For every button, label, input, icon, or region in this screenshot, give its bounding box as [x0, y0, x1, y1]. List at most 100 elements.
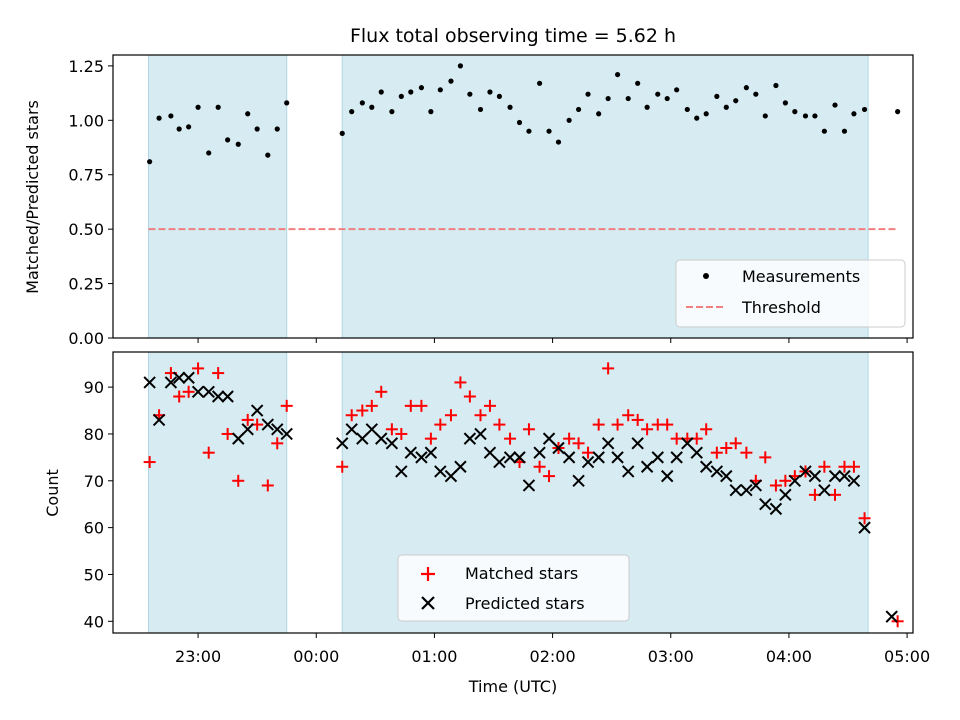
matched-star-point — [622, 409, 635, 422]
predicted-star-point — [202, 385, 215, 399]
bottom-panel: 40 50 60 70 80 90 23:00 00:00 01:00 02:00 03:00 04… — [43, 351, 930, 696]
matched-star-point — [522, 423, 535, 436]
measurement-point — [284, 100, 290, 106]
matched-star-point — [720, 442, 733, 455]
predicted-star-point — [271, 423, 284, 436]
measurement-point — [487, 89, 493, 95]
measurement-point — [195, 104, 201, 110]
matched-star-point — [483, 399, 496, 412]
predicted-star-point — [395, 465, 408, 478]
measurement-point — [733, 98, 739, 104]
matched-star-point — [261, 479, 274, 492]
predicted-star-point — [631, 437, 644, 450]
predicted-star-point — [503, 451, 517, 464]
measurement-point — [546, 128, 552, 134]
matched-star-point — [543, 470, 556, 483]
measurement-point — [536, 80, 543, 86]
x-axis-label: Time (UTC) — [468, 677, 557, 696]
measurement-points — [147, 63, 901, 165]
measurement-point — [753, 91, 759, 97]
bottom-legend-box — [397, 554, 630, 622]
matched-star-point — [182, 385, 195, 398]
measurement-point — [516, 119, 523, 126]
bottom-y-tick-label: 40 — [84, 612, 104, 631]
predicted-star-point — [434, 465, 447, 478]
measurement-point — [176, 126, 182, 132]
measurement-point — [225, 137, 231, 143]
matched-star-point — [202, 446, 215, 459]
predicted-star-point — [542, 432, 556, 445]
measurement-point — [526, 128, 532, 134]
measurement-point — [235, 141, 241, 147]
predicted-star-point — [611, 451, 624, 464]
measurement-point — [812, 113, 818, 119]
matched-star-point — [474, 409, 487, 422]
legend-measurements-marker — [703, 273, 709, 279]
matched-star-point — [221, 427, 234, 440]
predicted-star-point — [749, 479, 763, 492]
measurement-point — [496, 93, 503, 99]
top-axes-frame — [112, 54, 914, 339]
predicted-star-point — [847, 474, 861, 487]
predicted-star-point — [280, 427, 293, 441]
matched-star-point — [592, 418, 605, 431]
measurement-point — [664, 95, 670, 102]
measurement-point — [635, 80, 641, 86]
predicted-star-point — [463, 432, 477, 445]
matched-star-point — [143, 456, 156, 469]
measurement-point — [861, 106, 868, 113]
predicted-star-point — [788, 474, 802, 487]
predicted-star-point — [483, 446, 497, 459]
predicted-star-point — [164, 376, 178, 389]
matched-star-point — [463, 390, 476, 403]
predicted-star-point — [818, 483, 831, 497]
matched-star-point — [212, 367, 225, 380]
measurement-point — [265, 152, 271, 158]
measurement-point — [792, 109, 798, 115]
top-y-tick-label: 0.75 — [68, 166, 104, 185]
predicted-star-point — [241, 423, 254, 436]
measurement-point — [168, 113, 174, 119]
predicted-star-point — [562, 451, 576, 464]
measurement-point — [895, 109, 901, 115]
matched-star-point — [336, 460, 349, 473]
predicted-star-point — [356, 432, 369, 445]
measurement-point — [156, 115, 162, 121]
measurement-point — [389, 109, 395, 115]
predicted-star-point — [261, 418, 275, 431]
x-tick-label: 01:00 — [411, 647, 457, 666]
bottom-y-tick-label: 80 — [84, 425, 104, 444]
measurement-point — [369, 104, 375, 110]
bottom-y-axis-label: Count — [43, 469, 62, 517]
predicted-star-point — [493, 455, 506, 469]
top-y-ticks: 0.00 0.25 0.50 0.75 1.00 1.25 — [68, 57, 113, 348]
matched-star-point — [759, 451, 772, 464]
matched-star-point — [444, 409, 457, 422]
matched-star-point — [241, 413, 254, 426]
predicted-star-point — [375, 432, 388, 445]
predicted-star-point — [661, 469, 674, 483]
measurement-point — [349, 109, 355, 115]
measurement-point — [596, 111, 602, 117]
predicted-star-point — [681, 437, 694, 450]
matched-star-point — [173, 390, 186, 403]
measurement-point — [457, 63, 464, 69]
bottom-y-tick-label: 90 — [84, 378, 104, 397]
top-x-ticks — [197, 338, 908, 343]
measurement-point — [832, 102, 838, 108]
matched-star-point — [365, 399, 378, 412]
measurement-point — [147, 159, 153, 165]
measurement-point — [625, 95, 631, 102]
measurement-point — [448, 78, 454, 84]
predicted-star-point — [720, 469, 733, 483]
x-tick-label: 23:00 — [175, 647, 221, 666]
predicted-star-point — [838, 469, 851, 483]
measurement-point — [723, 104, 729, 110]
predicted-star-point — [533, 446, 546, 459]
matched-star-point — [504, 432, 517, 445]
bottom-y-ticks: 40 50 60 70 80 90 — [84, 378, 113, 631]
measurement-point — [398, 93, 404, 99]
measurement-point — [507, 104, 513, 110]
predicted-star-point — [592, 451, 605, 464]
predicted-star-point — [601, 437, 615, 450]
